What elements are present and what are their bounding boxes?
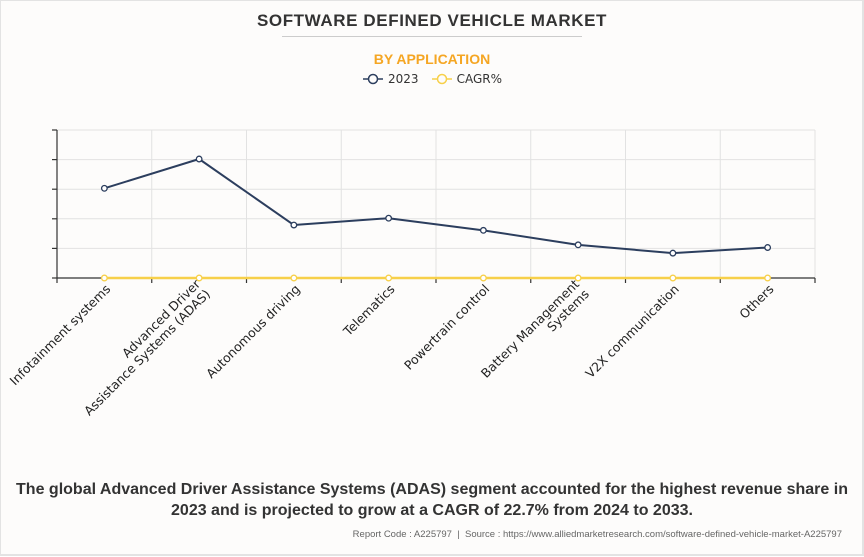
data-point-2023 <box>385 214 393 222</box>
data-point-2023 <box>100 184 108 192</box>
series-line-2023 <box>104 158 768 255</box>
data-point-cagr <box>479 274 487 282</box>
x-tick-label-line: Telematics <box>340 281 398 339</box>
data-point-cagr <box>385 274 393 282</box>
x-tick-label-line: V2X communication <box>582 281 682 381</box>
data-point-cagr <box>290 274 298 282</box>
x-tick-label-line: Battery Management <box>478 276 582 380</box>
x-tick-label: Autonomous driving <box>203 281 303 381</box>
chart-title: SOFTWARE DEFINED VEHICLE MARKET <box>256 11 608 30</box>
x-tick-label-line: Powertrain control <box>401 281 492 372</box>
x-tick-label: Others <box>736 281 776 321</box>
x-tick-label-line: Assistance Systems (ADAS) <box>81 286 213 418</box>
legend-marker-cagr-icon <box>431 73 452 85</box>
data-point-2023 <box>195 155 203 163</box>
data-point-2023 <box>764 244 772 251</box>
legend-item-cagr[interactable]: CAGR% <box>431 72 502 86</box>
data-point-cagr <box>669 274 677 282</box>
legend-label-2023: 2023 <box>388 72 419 86</box>
chart-subtitle: BY APPLICATION <box>373 51 491 67</box>
data-point-cagr <box>574 274 582 282</box>
legend-item-2023[interactable]: 2023 <box>362 72 419 86</box>
summary-text: The global Advanced Driver Assistance Sy… <box>0 479 864 521</box>
x-tick-label-line: Infotainment systems <box>7 281 114 388</box>
data-point-2023 <box>574 241 582 249</box>
x-tick-label: Powertrain control <box>401 281 492 372</box>
summary-line-2: 2023 and is projected to grow at a CAGR … <box>171 502 693 519</box>
x-tick-label: Telematics <box>340 281 398 339</box>
legend: 2023 CAGR% <box>0 72 864 86</box>
x-tick-label-line: Autonomous driving <box>203 281 303 381</box>
source-citation: Report Code : A225797 | Source : https:/… <box>352 529 842 540</box>
title-divider <box>282 36 582 37</box>
x-tick-label: V2X communication <box>582 281 682 381</box>
x-tick-label: Infotainment systems <box>7 281 114 388</box>
summary-line-1: The global Advanced Driver Assistance Sy… <box>16 481 848 498</box>
legend-label-cagr: CAGR% <box>456 72 502 86</box>
x-tick-label-line: Others <box>736 281 776 321</box>
data-point-2023 <box>479 226 487 234</box>
data-point-2023 <box>290 221 298 229</box>
data-point-cagr <box>195 274 203 282</box>
data-point-cagr <box>100 274 108 282</box>
line-chart: Infotainment systems Advanced DriverAssis… <box>7 129 816 418</box>
data-point-cagr <box>764 274 772 282</box>
legend-marker-2023-icon <box>363 73 384 85</box>
data-point-2023 <box>669 249 677 257</box>
